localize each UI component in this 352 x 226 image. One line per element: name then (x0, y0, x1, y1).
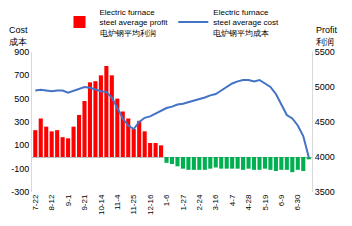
svg-text:10-14: 10-14 (97, 194, 106, 215)
svg-text:11-25: 11-25 (129, 194, 138, 214)
svg-text:1-27: 1-27 (179, 194, 188, 211)
svg-text:12-16: 12-16 (146, 194, 155, 215)
svg-text:8-12: 8-12 (47, 194, 56, 211)
svg-text:5-19: 5-19 (261, 194, 270, 211)
svg-text:4000: 4000 (315, 152, 335, 162)
svg-text:Cost成本: Cost成本 (9, 25, 28, 47)
svg-text:2-24: 2-24 (195, 194, 204, 211)
svg-text:Electric furnacesteel average: Electric furnacesteel average cost电炉钢平均成… (213, 8, 279, 38)
svg-text:11-4: 11-4 (113, 194, 122, 210)
svg-text:3-16: 3-16 (211, 194, 220, 211)
svg-text:1-6: 1-6 (162, 194, 171, 206)
svg-text:4500: 4500 (315, 117, 335, 127)
svg-text:4-28: 4-28 (244, 194, 253, 211)
svg-text:Profit利润: Profit利润 (316, 25, 338, 47)
svg-text:4-7: 4-7 (228, 194, 237, 206)
svg-text:-100: -100 (11, 164, 29, 174)
svg-text:300: 300 (14, 117, 29, 127)
svg-text:6-30: 6-30 (293, 194, 302, 211)
svg-text:9-21: 9-21 (80, 194, 89, 211)
svg-text:9-1: 9-1 (64, 194, 73, 206)
svg-text:100: 100 (14, 140, 29, 150)
svg-text:6-9: 6-9 (277, 194, 286, 206)
svg-text:Electric furnacesteel average: Electric furnacesteel average profit电炉钢平… (100, 8, 169, 38)
svg-text:-300: -300 (11, 187, 29, 197)
svg-text:3500: 3500 (315, 187, 335, 197)
svg-text:500: 500 (14, 94, 29, 104)
svg-text:900: 900 (14, 47, 29, 57)
svg-text:5500: 5500 (315, 47, 335, 57)
svg-text:7-22: 7-22 (31, 194, 40, 211)
svg-text:700: 700 (14, 70, 29, 80)
svg-text:5000: 5000 (315, 82, 335, 92)
